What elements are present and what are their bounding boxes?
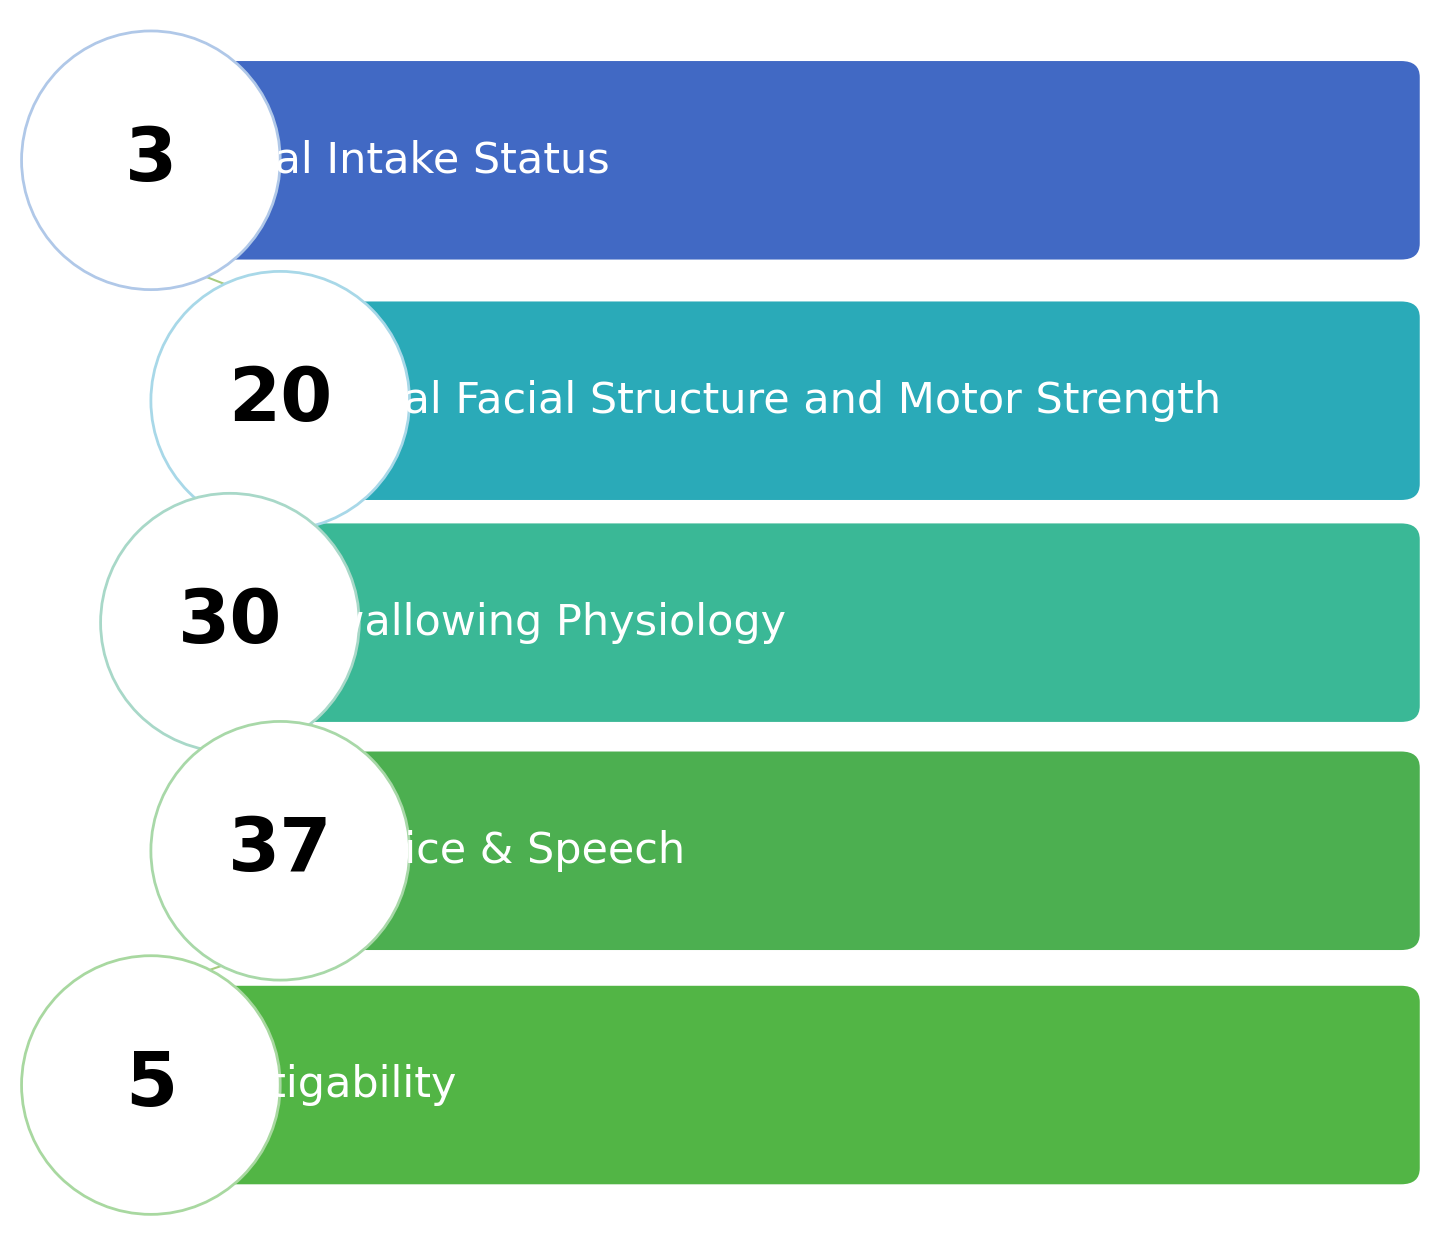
Text: 30: 30 [178, 586, 282, 660]
Text: 5: 5 [125, 1048, 177, 1122]
FancyBboxPatch shape [125, 986, 1420, 1184]
FancyBboxPatch shape [125, 60, 1420, 260]
Text: 37: 37 [228, 814, 332, 888]
FancyBboxPatch shape [204, 523, 1420, 723]
Text: 3: 3 [125, 123, 177, 197]
Ellipse shape [151, 721, 410, 980]
Ellipse shape [101, 493, 359, 752]
Text: 20: 20 [228, 364, 332, 438]
Text: Oral Intake Status: Oral Intake Status [223, 139, 609, 181]
FancyBboxPatch shape [254, 752, 1420, 949]
Text: Fatigability: Fatigability [223, 1064, 457, 1106]
Ellipse shape [151, 271, 410, 530]
FancyBboxPatch shape [254, 301, 1420, 501]
Ellipse shape [22, 956, 280, 1215]
Ellipse shape [22, 31, 280, 290]
Text: Oral Facial Structure and Motor Strength: Oral Facial Structure and Motor Strength [352, 380, 1221, 422]
Text: Voice & Speech: Voice & Speech [352, 830, 685, 872]
Text: Swallowing Physiology: Swallowing Physiology [302, 602, 786, 644]
